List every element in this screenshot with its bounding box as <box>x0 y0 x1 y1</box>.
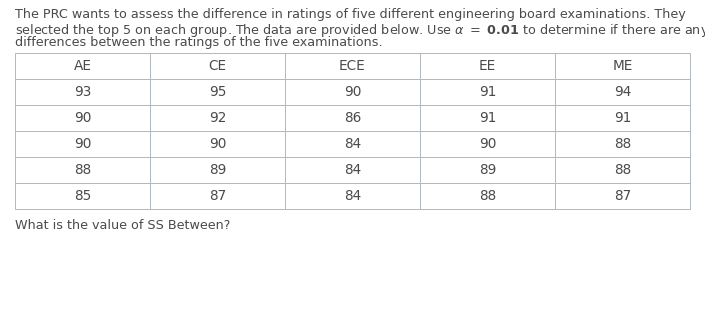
Text: 91: 91 <box>614 111 631 125</box>
Text: 90: 90 <box>74 137 91 151</box>
Text: 88: 88 <box>614 137 631 151</box>
Text: 87: 87 <box>614 189 631 203</box>
Text: 90: 90 <box>344 85 361 99</box>
Text: What is the value of SS Between?: What is the value of SS Between? <box>15 219 231 232</box>
Text: EE: EE <box>479 59 496 73</box>
Text: 90: 90 <box>209 137 226 151</box>
Text: 95: 95 <box>209 85 226 99</box>
Text: 84: 84 <box>344 163 361 177</box>
Text: The PRC wants to assess the difference in ratings of five different engineering : The PRC wants to assess the difference i… <box>15 8 686 21</box>
Text: 93: 93 <box>74 85 91 99</box>
Text: 88: 88 <box>614 163 631 177</box>
Text: 85: 85 <box>74 189 91 203</box>
Text: 94: 94 <box>614 85 631 99</box>
Text: 86: 86 <box>344 111 361 125</box>
Text: 88: 88 <box>479 189 496 203</box>
Text: 84: 84 <box>344 137 361 151</box>
Text: 91: 91 <box>479 111 496 125</box>
Text: CE: CE <box>209 59 226 73</box>
Text: ECE: ECE <box>339 59 366 73</box>
Text: 92: 92 <box>209 111 226 125</box>
Text: 90: 90 <box>74 111 91 125</box>
Text: AE: AE <box>73 59 92 73</box>
Text: 87: 87 <box>209 189 226 203</box>
Text: 91: 91 <box>479 85 496 99</box>
Text: selected the top 5 on each group. The data are provided below. Use $\alpha$ $=$ : selected the top 5 on each group. The da… <box>15 22 705 39</box>
Text: ME: ME <box>613 59 632 73</box>
Bar <box>15 53 690 209</box>
Text: 89: 89 <box>209 163 226 177</box>
Text: 90: 90 <box>479 137 496 151</box>
Text: 88: 88 <box>74 163 91 177</box>
Text: 84: 84 <box>344 189 361 203</box>
Text: 89: 89 <box>479 163 496 177</box>
Text: differences between the ratings of the five examinations.: differences between the ratings of the f… <box>15 36 383 49</box>
